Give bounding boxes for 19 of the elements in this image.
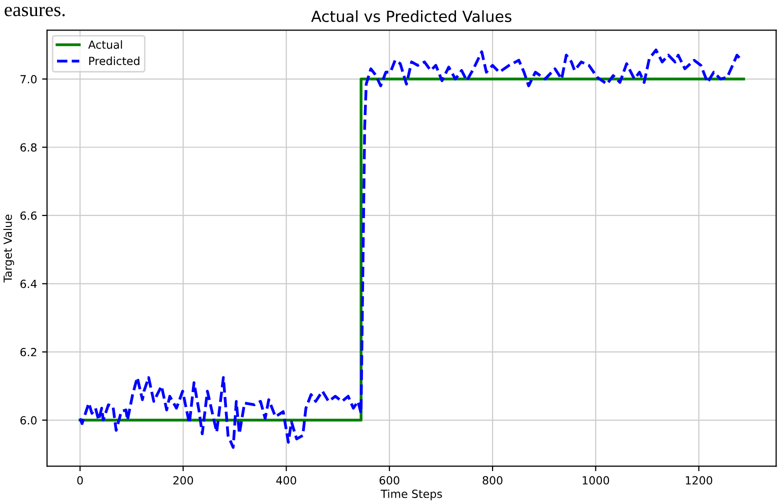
x-tick-label: 1000 [582,476,610,485]
x-tick-label: 800 [482,476,502,485]
x-tick-label: 600 [380,476,400,485]
x-tick-label: 200 [173,476,194,485]
x-tick-label: 0 [77,476,83,485]
y-tick-label: 6.0 [20,416,37,425]
chart-title: Actual vs Predicted Values [311,10,512,22]
y-axis-title: Target Value [3,214,14,282]
y-tick-label: 6.2 [20,348,36,356]
text: easures. [4,6,65,16]
legend-label: Predicted [89,56,140,66]
y-tick-label: 6.4 [20,280,37,288]
y-tick-label: 6.6 [20,211,37,220]
x-tick-label: 400 [276,476,296,485]
x-tick-label: 1200 [686,476,712,485]
y-tick-label: 6.8 [20,143,37,152]
y-tick-label: 7.0 [20,74,37,84]
legend-label: Actual [88,40,122,49]
x-axis-title: Time Steps [380,489,442,500]
